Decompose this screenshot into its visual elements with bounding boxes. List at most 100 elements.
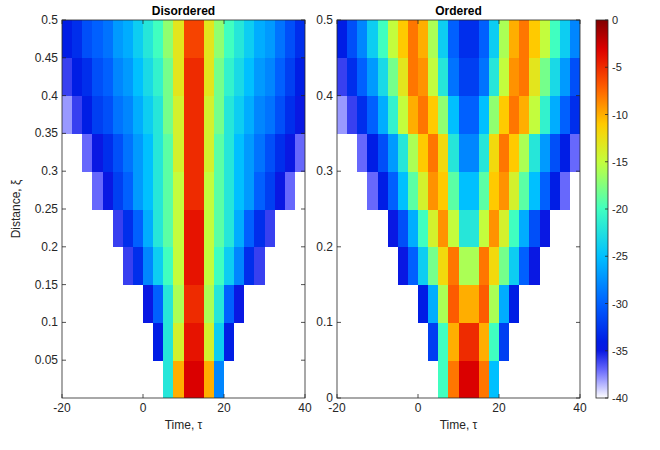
cell <box>408 96 419 134</box>
cell <box>509 322 520 360</box>
cell <box>204 209 215 247</box>
cell <box>529 322 540 360</box>
cell <box>540 58 551 96</box>
cell <box>408 247 419 285</box>
cell <box>438 171 449 209</box>
cell <box>519 96 530 134</box>
cell <box>499 133 510 171</box>
colorbar-tick <box>605 350 608 351</box>
cell <box>103 96 114 134</box>
cell <box>72 171 83 209</box>
cell <box>295 322 305 360</box>
cell <box>499 247 510 285</box>
cell <box>337 285 348 323</box>
cell <box>295 360 305 398</box>
cell <box>438 133 449 171</box>
cell <box>204 360 215 398</box>
y-tick <box>337 171 341 172</box>
y-tick-label: 0.15 <box>35 278 59 292</box>
cell <box>347 247 358 285</box>
cell <box>92 322 103 360</box>
cell <box>408 171 419 209</box>
cell <box>469 58 480 96</box>
cell <box>194 285 205 323</box>
cell <box>244 360 255 398</box>
cell <box>92 96 103 134</box>
cell <box>254 209 265 247</box>
cell <box>337 133 348 171</box>
cell <box>234 96 245 134</box>
cell <box>428 96 439 134</box>
cell <box>469 322 480 360</box>
cell <box>163 133 174 171</box>
y-tick <box>337 95 341 96</box>
cell <box>560 96 571 134</box>
cell <box>103 58 114 96</box>
cell <box>388 322 399 360</box>
cell <box>357 285 368 323</box>
cell <box>143 133 154 171</box>
cell <box>509 58 520 96</box>
cell <box>378 285 389 323</box>
cell <box>82 171 93 209</box>
cell <box>479 247 490 285</box>
colorbar-tick-label: -5 <box>612 61 622 73</box>
cell <box>438 247 449 285</box>
cell <box>519 285 530 323</box>
cell <box>570 58 580 96</box>
x-tick <box>499 394 500 398</box>
cell <box>459 58 470 96</box>
cell <box>184 171 195 209</box>
cell <box>72 209 83 247</box>
cell <box>499 285 510 323</box>
cell <box>388 285 399 323</box>
cell <box>469 20 480 58</box>
cell <box>570 209 580 247</box>
cell <box>570 96 580 134</box>
cell <box>489 133 500 171</box>
cell <box>529 96 540 134</box>
cell <box>214 322 225 360</box>
y-tick-label: 0.4 <box>316 89 333 103</box>
cell <box>153 58 164 96</box>
cell <box>398 133 409 171</box>
cell <box>499 322 510 360</box>
cell <box>62 133 73 171</box>
cell <box>92 20 103 58</box>
cell <box>214 96 225 134</box>
cell <box>224 209 235 247</box>
cell <box>550 20 561 58</box>
cell <box>459 285 470 323</box>
cell <box>214 133 225 171</box>
cell <box>62 20 73 58</box>
cell <box>448 171 459 209</box>
cell <box>408 58 419 96</box>
cell <box>72 322 83 360</box>
cell <box>357 58 368 96</box>
y-tick <box>62 360 66 361</box>
cell <box>103 247 114 285</box>
cell <box>82 360 93 398</box>
cell <box>367 322 378 360</box>
cell <box>113 20 124 58</box>
cell <box>275 96 286 134</box>
cell <box>224 58 235 96</box>
cell <box>275 209 286 247</box>
cell <box>113 322 124 360</box>
cell <box>265 133 276 171</box>
cell <box>295 20 305 58</box>
cell <box>459 20 470 58</box>
cell <box>438 58 449 96</box>
cell <box>265 20 276 58</box>
cell <box>133 171 144 209</box>
cell <box>479 360 490 398</box>
cell <box>388 209 399 247</box>
cell <box>499 360 510 398</box>
cell <box>234 322 245 360</box>
colorbar-tick-label: -10 <box>612 109 628 121</box>
y-tick-label: 0.4 <box>41 89 58 103</box>
cell <box>428 133 439 171</box>
cell <box>234 209 245 247</box>
cell <box>550 58 561 96</box>
cell <box>570 247 580 285</box>
